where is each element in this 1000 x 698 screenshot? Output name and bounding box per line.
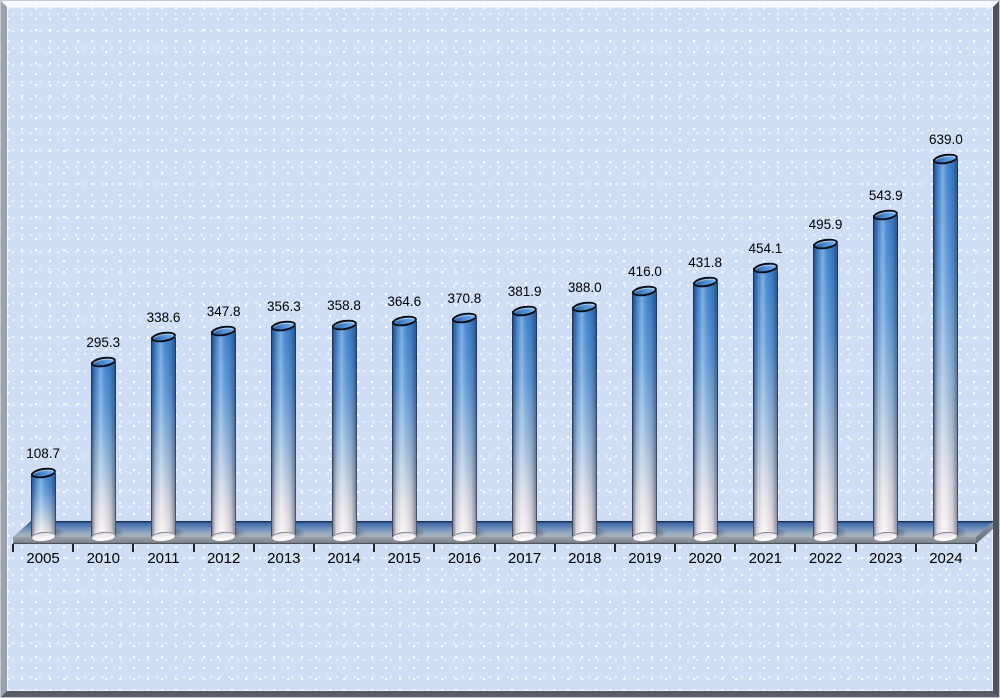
bar-value-label: 338.6 [146,310,181,325]
bar-cylinder-body [752,268,778,537]
bar-value-label: 495.9 [808,217,843,232]
x-axis-tick [493,544,496,552]
x-axis-category-label: 2023 [869,550,903,567]
bar-value-label: 295.3 [86,335,121,350]
bar-value-label: 388.0 [567,280,602,295]
x-axis-category-label: 2013 [267,550,301,567]
x-axis-tick [674,544,677,552]
x-axis-tick [794,544,797,552]
bar-value-label: 416.0 [628,264,662,279]
bar-value-label: 543.9 [868,188,903,203]
platform-3d-front-face [13,537,976,544]
bar-cylinder-body [150,337,176,537]
x-axis-category-label: 2018 [568,550,602,567]
bar-cylinder-body [30,473,56,537]
bar-cylinder-body [331,325,357,537]
x-axis-category-label: 2016 [447,550,482,567]
bar-value-label: 639.0 [929,132,963,147]
bar-cylinder-body [271,326,297,537]
bar-cylinder-body [632,291,658,537]
x-axis-category-label: 2020 [688,550,722,567]
x-axis-category-label: 2011 [147,550,180,567]
x-axis-tick [433,544,436,552]
x-axis-category-label: 2010 [86,550,120,567]
x-axis-tick [312,544,315,552]
bar-value-label: 364.6 [387,294,422,309]
x-axis-tick [854,544,857,552]
bar-cylinder-body [572,307,598,537]
bar-cylinder-body [933,159,959,537]
x-axis-tick [914,544,917,552]
bar-value-label: 370.8 [447,291,482,306]
bar-value-label: 347.8 [206,304,241,319]
chart-background: 108.7 295.3 338.6 347.8 356.3 358.8 36 [7,7,993,691]
x-axis-category-label: 2005 [26,550,60,567]
bar-cylinder-body [813,244,839,537]
x-axis-tick [132,544,135,552]
x-axis-category-label: 2024 [929,550,963,567]
x-axis-category-label: 2019 [628,550,662,567]
x-axis-tick [252,544,255,552]
x-axis-category-label: 2014 [327,550,361,567]
x-axis-tick [192,544,195,552]
x-axis-tick [553,544,556,552]
bar-value-label: 454.1 [748,241,783,256]
bar-cylinder-body [211,331,237,537]
x-axis-tick [373,544,376,552]
bar-cylinder-body [391,321,417,537]
x-axis-tick [72,544,75,552]
platform-3d-top [13,521,994,537]
bar-value-label: 356.3 [266,299,301,314]
x-axis-category-label: 2015 [387,550,421,567]
x-axis-category-label: 2021 [748,550,783,567]
bar-cylinder-body [90,362,116,537]
x-axis-category-label: 2017 [507,550,542,567]
x-axis-tick [613,544,616,552]
bar-value-label: 381.9 [507,284,542,299]
x-axis-category-label: 2012 [206,550,241,567]
bar-cylinder-body [451,318,477,537]
x-axis-tick [734,544,737,552]
bar-value-label: 108.7 [26,446,60,461]
bar-value-label: 431.8 [688,255,723,270]
x-axis-tick [12,544,14,552]
bar-value-label: 358.8 [327,298,361,313]
bar-cylinder-body [512,311,538,537]
x-axis-category-label: 2022 [808,550,843,567]
x-axis-tick [975,544,977,552]
bar-cylinder-body [692,282,718,537]
bar-cylinder-body [873,215,899,537]
